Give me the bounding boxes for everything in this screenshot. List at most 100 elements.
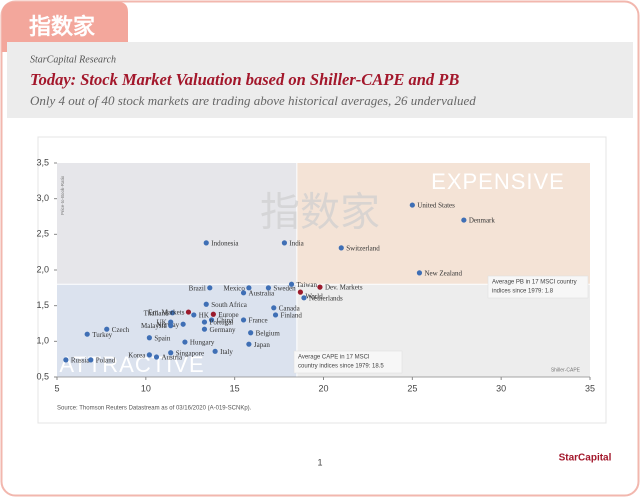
point-label: Turkey bbox=[92, 331, 112, 339]
data-point bbox=[146, 335, 152, 341]
quadrant-top-right bbox=[296, 163, 590, 285]
y-tick-label: 1,0 bbox=[36, 336, 49, 346]
point-label: Belgium bbox=[256, 329, 281, 337]
point-label: Dev. Markets bbox=[325, 284, 363, 292]
page-number: 1 bbox=[317, 457, 322, 467]
annotation-text: indices since 1979: 1.8 bbox=[492, 289, 554, 295]
x-tick-label: 20 bbox=[318, 383, 328, 393]
point-label: UK bbox=[157, 319, 167, 327]
point-label: New Zealand bbox=[424, 269, 462, 277]
x-axis-label: Shiller-CAPE bbox=[551, 367, 581, 373]
point-label: Singapore bbox=[176, 349, 204, 357]
data-point bbox=[146, 352, 152, 358]
point-label: Switzerland bbox=[346, 244, 380, 252]
data-point bbox=[203, 301, 209, 307]
data-point bbox=[338, 245, 344, 251]
header-band bbox=[7, 42, 633, 118]
point-label: South Africa bbox=[211, 301, 247, 309]
data-point bbox=[63, 357, 69, 363]
point-label: Germany bbox=[209, 326, 236, 334]
data-point bbox=[248, 330, 254, 336]
point-label: Taiwan bbox=[297, 281, 318, 289]
point-label: Netherlands bbox=[309, 294, 343, 302]
point-label: Canada bbox=[279, 304, 301, 312]
point-label: Hungary bbox=[190, 339, 215, 347]
data-point bbox=[201, 326, 208, 332]
data-point bbox=[416, 270, 423, 276]
data-point bbox=[169, 310, 176, 316]
annotation-box bbox=[293, 350, 403, 374]
data-point bbox=[409, 202, 415, 208]
data-point bbox=[288, 281, 295, 287]
point-label: Mexico bbox=[223, 284, 245, 292]
data-point bbox=[240, 290, 247, 296]
point-label: Austria bbox=[161, 354, 183, 362]
data-point bbox=[168, 319, 174, 325]
y-tick-label: 3,0 bbox=[36, 193, 49, 203]
data-point bbox=[240, 317, 247, 323]
point-label: Denmark bbox=[469, 217, 496, 225]
data-point bbox=[185, 309, 192, 315]
data-point bbox=[265, 285, 272, 291]
footer-logo: StarCapital bbox=[559, 453, 612, 464]
quadrant-label: ATTRACTIVE bbox=[59, 352, 204, 377]
y-tick-label: 1,5 bbox=[36, 300, 49, 310]
x-tick-label: 25 bbox=[407, 383, 417, 393]
point-label: Em. Markets bbox=[148, 309, 184, 317]
annotation-text: Average CAPE in 17 MSCI bbox=[298, 355, 370, 361]
data-point bbox=[180, 321, 186, 327]
data-point bbox=[281, 240, 288, 246]
data-point bbox=[203, 240, 209, 246]
point-label: Europe bbox=[218, 311, 238, 319]
quadrant-label: EXPENSIVE bbox=[431, 169, 565, 194]
data-point bbox=[271, 305, 277, 311]
point-label: Czech bbox=[112, 326, 130, 334]
point-label: Spain bbox=[154, 334, 170, 342]
data-point bbox=[246, 341, 252, 347]
data-point bbox=[212, 348, 218, 354]
watermark: 指数家 bbox=[260, 191, 380, 235]
source-note: Source: Thomson Reuters Datastream as of… bbox=[57, 406, 252, 412]
data-point bbox=[201, 319, 208, 325]
data-point bbox=[207, 285, 213, 291]
point-label: Malaysia bbox=[141, 322, 168, 330]
y-tick-label: 2,5 bbox=[36, 229, 49, 239]
data-point bbox=[246, 285, 252, 291]
data-point bbox=[301, 295, 307, 301]
data-point bbox=[168, 350, 174, 356]
point-label: Sweden bbox=[273, 284, 296, 292]
data-point bbox=[153, 354, 160, 360]
x-tick-label: 35 bbox=[585, 383, 595, 393]
data-point bbox=[272, 312, 279, 318]
data-point bbox=[208, 317, 215, 323]
title: Today: Stock Market Valuation based on S… bbox=[30, 70, 459, 89]
point-label: Korea bbox=[128, 351, 146, 359]
y-axis-label: Price-to-Book-Ratio bbox=[60, 175, 65, 215]
annotation-text: country indices since 1979: 18.5 bbox=[298, 364, 384, 370]
point-label: Australia bbox=[249, 289, 276, 297]
point-label: Japan bbox=[254, 341, 270, 349]
data-point bbox=[191, 312, 197, 318]
point-label: Norway bbox=[157, 321, 180, 329]
point-label: Finland bbox=[281, 312, 303, 320]
x-tick-label: 5 bbox=[54, 383, 59, 393]
point-label: China bbox=[217, 317, 235, 325]
logo-tab bbox=[2, 2, 128, 52]
data-point bbox=[210, 311, 216, 317]
y-tick-label: 2,0 bbox=[36, 264, 49, 274]
annotation-text: Average PB in 17 MSCI country bbox=[492, 280, 577, 286]
point-label: Brazil bbox=[189, 284, 206, 292]
point-label: Italy bbox=[220, 348, 233, 356]
subtitle: Only 4 out of 40 stock markets are tradi… bbox=[30, 93, 476, 108]
brand: StarCapital Research bbox=[30, 54, 116, 65]
y-tick-label: 0,5 bbox=[36, 371, 49, 381]
point-label: Poland bbox=[96, 356, 116, 364]
point-label: France bbox=[249, 317, 268, 325]
plot: EXPENSIVE ATTRACTIVE 指数家 5 10 15 20 25 30 35 0,5 1,… bbox=[36, 157, 595, 411]
quadrant-bottom-left bbox=[57, 284, 297, 377]
data-point bbox=[297, 289, 304, 295]
data-point bbox=[88, 357, 94, 363]
data-point bbox=[84, 331, 90, 337]
